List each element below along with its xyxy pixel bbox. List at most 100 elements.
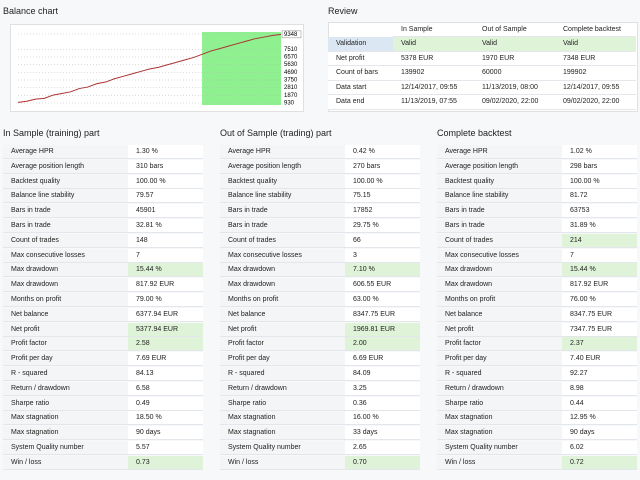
metric-label: Bars in trade bbox=[220, 219, 345, 233]
metric-value: 6.02 bbox=[562, 441, 637, 455]
metric-label: Sharpe ratio bbox=[220, 396, 345, 411]
metric-value: 270 bars bbox=[345, 159, 420, 174]
metric-value: 5.57 bbox=[128, 441, 203, 455]
last-value-box bbox=[281, 30, 302, 39]
metric-label: Sharpe ratio bbox=[437, 396, 562, 411]
y-tick-label: 3750 bbox=[284, 78, 298, 84]
metric-label: Max stagnation bbox=[437, 426, 562, 441]
metric-value: 0.72 bbox=[562, 455, 637, 470]
y-tick-label: 1870 bbox=[284, 93, 298, 99]
metric-label: Count of trades bbox=[3, 233, 128, 248]
metric-label: Return / drawdown bbox=[3, 381, 128, 396]
metric-value: 92.27 bbox=[562, 367, 637, 381]
metric-value: 81.72 bbox=[562, 189, 637, 204]
balance-chart: 930187028103750469056306570751093909348 bbox=[10, 24, 304, 112]
metric-label: Max stagnation bbox=[220, 426, 345, 441]
table-title: Out of Sample (trading) part bbox=[220, 128, 332, 138]
metric-value: 15.44 % bbox=[128, 263, 203, 278]
metric-value: 0.49 bbox=[128, 396, 203, 411]
review-value: 11/13/2019, 07:55 bbox=[393, 95, 474, 110]
metric-label: Max drawdown bbox=[437, 263, 562, 278]
metric-value: 18.50 % bbox=[128, 411, 203, 426]
metric-value: 0.70 bbox=[345, 455, 420, 470]
metric-value: 0.44 bbox=[562, 396, 637, 411]
metric-label: Return / drawdown bbox=[220, 381, 345, 396]
metric-value: 7.10 % bbox=[345, 263, 420, 278]
metric-value: 45901 bbox=[128, 204, 203, 219]
metric-value: 75.15 bbox=[345, 189, 420, 204]
review-label: Data end bbox=[328, 95, 393, 110]
metric-label: Average position length bbox=[3, 159, 128, 174]
metric-value: 817.92 EUR bbox=[562, 278, 637, 293]
metric-label: Max stagnation bbox=[3, 426, 128, 441]
y-tick-label: 4690 bbox=[284, 70, 298, 76]
metric-label: Win / loss bbox=[437, 455, 562, 470]
metric-value: 2.37 bbox=[562, 337, 637, 352]
metric-label: Average position length bbox=[437, 159, 562, 174]
metric-label: Backtest quality bbox=[437, 174, 562, 189]
metric-value: 8.98 bbox=[562, 381, 637, 396]
review-label: Data start bbox=[328, 80, 393, 96]
y-tick-label: 7510 bbox=[284, 47, 298, 53]
metric-value: 2.65 bbox=[345, 441, 420, 455]
review-value: 5378 EUR bbox=[393, 51, 474, 67]
review-value: 12/14/2017, 09:55 bbox=[393, 80, 474, 96]
table-title: In Sample (training) part bbox=[3, 128, 100, 138]
out-of-sample-area bbox=[202, 32, 281, 105]
metric-label: Profit per day bbox=[437, 352, 562, 367]
review-label: Count of bars bbox=[328, 66, 393, 81]
metric-label: Max drawdown bbox=[3, 263, 128, 278]
metric-value: 90 days bbox=[128, 426, 203, 441]
metric-label: Profit factor bbox=[220, 337, 345, 352]
review-value: 1970 EUR bbox=[474, 51, 555, 67]
review-value: 09/02/2020, 22:00 bbox=[555, 95, 636, 110]
metric-value: 100.00 % bbox=[345, 174, 420, 189]
review-value: Valid bbox=[555, 37, 636, 52]
metric-value: 76.00 % bbox=[562, 293, 637, 307]
metric-value: 33 days bbox=[345, 426, 420, 441]
metric-label: Max drawdown bbox=[437, 278, 562, 293]
review-value: 60000 bbox=[474, 66, 555, 81]
review-value: 09/02/2020, 22:00 bbox=[474, 95, 555, 110]
metric-value: 66 bbox=[345, 233, 420, 248]
column-header: Complete backtest bbox=[555, 23, 636, 37]
metric-value: 79.57 bbox=[128, 189, 203, 204]
metric-label: Profit factor bbox=[437, 337, 562, 352]
metric-label: Net balance bbox=[220, 307, 345, 322]
y-tick-label: 2810 bbox=[284, 85, 298, 91]
metric-value: 817.92 EUR bbox=[128, 278, 203, 293]
metric-label: System Quality number bbox=[3, 441, 128, 455]
metric-value: 17852 bbox=[345, 204, 420, 219]
metric-value: 214 bbox=[562, 233, 637, 248]
metric-label: Balance line stability bbox=[437, 189, 562, 204]
metric-value: 7347.75 EUR bbox=[562, 322, 637, 337]
metric-value: 63.00 % bbox=[345, 293, 420, 307]
metric-label: Max stagnation bbox=[3, 411, 128, 426]
section-title: Review bbox=[328, 6, 358, 16]
metric-value: 6.69 EUR bbox=[345, 352, 420, 367]
metric-label: Bars in trade bbox=[437, 204, 562, 219]
y-tick-label: 5630 bbox=[284, 62, 298, 68]
review-value: Valid bbox=[393, 37, 474, 52]
metric-value: 5377.94 EUR bbox=[128, 322, 203, 337]
metric-label: Sharpe ratio bbox=[3, 396, 128, 411]
metric-label: Average HPR bbox=[220, 145, 345, 159]
metric-value: 1969.81 EUR bbox=[345, 322, 420, 337]
metric-label: Max stagnation bbox=[220, 411, 345, 426]
metric-label: Average position length bbox=[220, 159, 345, 174]
metric-value: 7 bbox=[128, 248, 203, 263]
metric-value: 8347.75 EUR bbox=[345, 307, 420, 322]
review-value: 139902 bbox=[393, 66, 474, 81]
metric-value: 100.00 % bbox=[562, 174, 637, 189]
metric-label: Bars in trade bbox=[3, 219, 128, 233]
metric-value: 6377.94 EUR bbox=[128, 307, 203, 322]
metric-value: 2.00 bbox=[345, 337, 420, 352]
metric-value: 0.73 bbox=[128, 455, 203, 470]
metric-value: 63753 bbox=[562, 204, 637, 219]
metric-value: 79.00 % bbox=[128, 293, 203, 307]
metric-label: Bars in trade bbox=[220, 204, 345, 219]
metric-label: Net profit bbox=[3, 322, 128, 337]
metric-value: 7.69 EUR bbox=[128, 352, 203, 367]
review-value: 199902 bbox=[555, 66, 636, 81]
